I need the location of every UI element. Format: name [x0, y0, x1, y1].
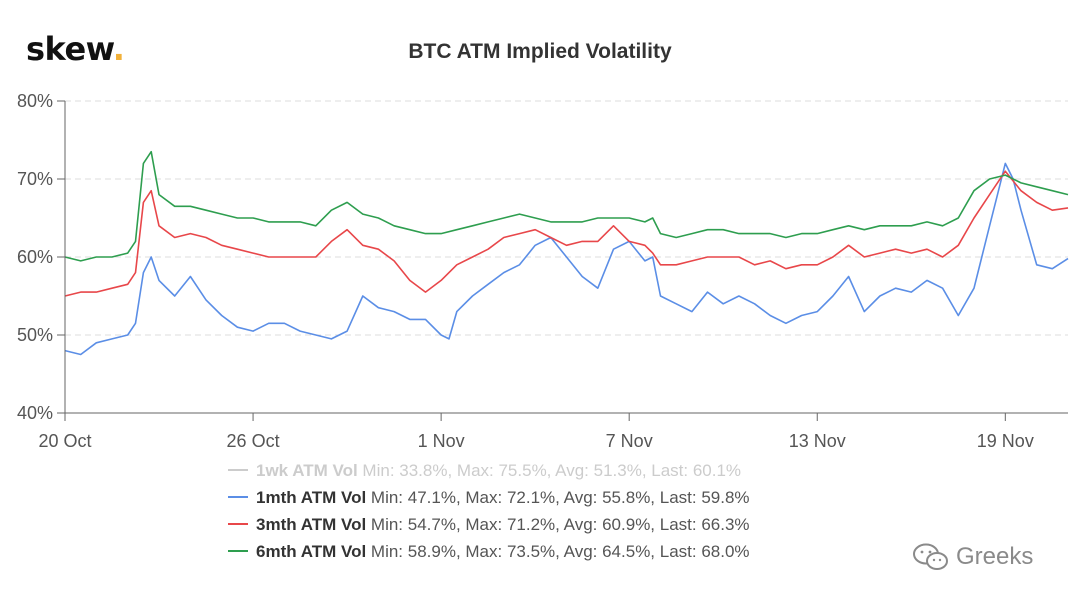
watermark: Greeks [912, 542, 1033, 572]
x-tick-label: 19 Nov [977, 431, 1034, 451]
legend-series-name: 1wk ATM Vol [256, 461, 358, 480]
x-tick-label: 13 Nov [789, 431, 846, 451]
legend-series-stats: Min: 47.1%, Max: 72.1%, Avg: 55.8%, Last… [366, 488, 749, 507]
x-tick-label: 1 Nov [418, 431, 465, 451]
legend-label: 1wk ATM Vol Min: 33.8%, Max: 75.5%, Avg:… [256, 461, 741, 480]
legend-item-6mth: 6mth ATM Vol Min: 58.9%, Max: 73.5%, Avg… [228, 542, 750, 561]
legend-series-stats: Min: 33.8%, Max: 75.5%, Avg: 51.3%, Last… [358, 461, 741, 480]
logo-dot: . [112, 30, 125, 68]
x-tick-label: 20 Oct [38, 431, 91, 451]
y-tick-label: 50% [17, 325, 53, 345]
legend-item-3mth: 3mth ATM Vol Min: 54.7%, Max: 71.2%, Avg… [228, 515, 750, 534]
series-line-3mth [64, 170, 1069, 297]
legend-item-1mth: 1mth ATM Vol Min: 47.1%, Max: 72.1%, Avg… [228, 488, 750, 507]
legend-label: 3mth ATM Vol Min: 54.7%, Max: 71.2%, Avg… [256, 515, 750, 534]
legend-series-name: 3mth ATM Vol [256, 515, 366, 534]
y-tick-label: 70% [17, 169, 53, 189]
y-tick-label: 80% [17, 91, 53, 111]
watermark-text: Greeks [956, 543, 1034, 570]
chart-title: BTC ATM Implied Volatility [408, 40, 672, 63]
y-tick-label: 40% [17, 403, 53, 423]
skew-logo: skew. [26, 30, 125, 68]
legend-series-name: 6mth ATM Vol [256, 542, 366, 561]
x-tick-label: 7 Nov [606, 431, 653, 451]
legend-label: 6mth ATM Vol Min: 58.9%, Max: 73.5%, Avg… [256, 542, 750, 561]
legend: 1wk ATM Vol Min: 33.8%, Max: 75.5%, Avg:… [228, 461, 750, 561]
legend-item-1wk: 1wk ATM Vol Min: 33.8%, Max: 75.5%, Avg:… [228, 461, 741, 480]
series-line-1mth [64, 162, 1069, 356]
y-tick-label: 60% [17, 247, 53, 267]
legend-series-stats: Min: 54.7%, Max: 71.2%, Avg: 60.9%, Last… [366, 515, 749, 534]
legend-label: 1mth ATM Vol Min: 47.1%, Max: 72.1%, Avg… [256, 488, 750, 507]
axis-layer: 40% 50% 60% 70% 80% 20 Oct 26 Oct 1 Nov 7 Nov 13 … [17, 91, 1068, 451]
legend-series-name: 1mth ATM Vol [256, 488, 366, 507]
legend-series-stats: Min: 58.9%, Max: 73.5%, Avg: 64.5%, Last… [366, 542, 749, 561]
series-line-6mth [64, 150, 1069, 262]
wechat-icon [913, 543, 948, 570]
logo-text: skew [26, 30, 113, 68]
series-layer [64, 150, 1069, 356]
x-tick-label: 26 Oct [227, 431, 280, 451]
